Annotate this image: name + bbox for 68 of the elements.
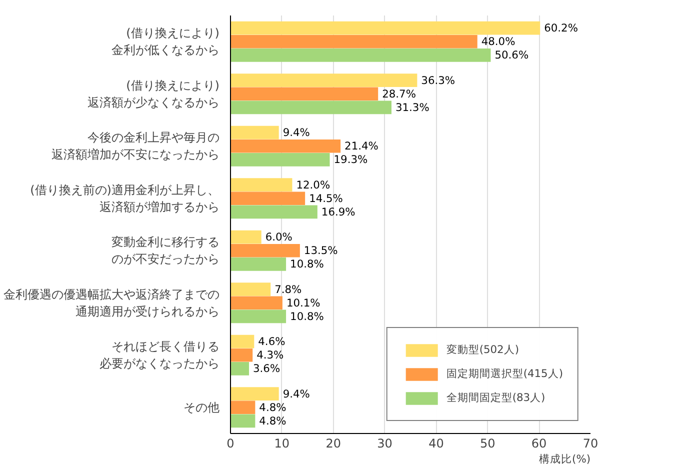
data-label: 28.7% xyxy=(382,87,416,100)
x-axis-title: 構成比(%) xyxy=(539,452,591,466)
data-label: 6.0% xyxy=(265,230,292,244)
bar xyxy=(230,348,253,362)
x-tick-label: 50 xyxy=(480,436,496,450)
data-label: 19.3% xyxy=(334,153,368,166)
bar xyxy=(230,387,279,400)
y-tick-label: 金利優遇の優遇幅拡大や返済終了までの通期適用が受けられるから xyxy=(4,287,220,318)
data-label: 14.5% xyxy=(309,192,343,205)
bar xyxy=(230,87,378,101)
legend-label: 全期間固定型(83人) xyxy=(446,391,546,405)
data-label: 4.3% xyxy=(256,348,284,362)
data-label: 48.0% xyxy=(481,35,516,48)
bar xyxy=(230,192,306,206)
data-label: 36.3% xyxy=(421,74,456,87)
bar xyxy=(230,310,286,324)
bar xyxy=(230,178,292,192)
bar xyxy=(230,244,300,258)
data-label: 50.6% xyxy=(494,48,529,62)
legend-label: 固定期間選択型(415人) xyxy=(446,367,563,381)
data-label: 3.6% xyxy=(253,362,280,376)
data-label: 21.4% xyxy=(344,140,378,153)
data-label: 31.3% xyxy=(395,100,430,114)
y-tick-label: 変動金利に移行するのが不安だったから xyxy=(112,235,220,266)
bar xyxy=(230,205,318,219)
bar xyxy=(230,334,254,348)
data-label: 10.8% xyxy=(290,310,324,323)
y-tick-label: その他 xyxy=(184,400,220,414)
bar xyxy=(230,282,271,296)
x-tick-label: 40 xyxy=(428,436,444,450)
x-tick-label: 60 xyxy=(531,436,547,450)
bar xyxy=(230,153,330,166)
data-label: 9.4% xyxy=(282,126,310,140)
bar xyxy=(230,100,392,114)
data-label: 4.6% xyxy=(258,335,286,348)
data-label: 12.0% xyxy=(296,178,330,192)
bar xyxy=(230,230,262,244)
data-label: 4.8% xyxy=(259,400,286,414)
data-label: 4.8% xyxy=(259,414,286,428)
x-tick-label: 30 xyxy=(377,436,392,450)
y-tick-label: 今後の金利上昇や毎月の返済額増加が不安になったから xyxy=(52,130,220,162)
y-tick-label: (借り換えにより)返済額が少なくなるから xyxy=(88,78,220,110)
data-label: 9.4% xyxy=(282,387,310,400)
x-tick-label: 10 xyxy=(274,436,290,450)
bar xyxy=(230,414,256,428)
bar xyxy=(230,362,250,376)
bar xyxy=(230,21,540,35)
data-label: 10.1% xyxy=(286,296,320,310)
y-tick-label: (借り換え前の)適用金利が上昇し、返済額が増加するから xyxy=(30,182,220,214)
data-label: 7.8% xyxy=(274,282,302,296)
bar xyxy=(230,139,341,153)
y-tick-label: (借り換えにより)金利が低くなるから xyxy=(112,26,220,58)
data-label: 60.2% xyxy=(544,22,578,35)
bar xyxy=(230,48,491,62)
bar xyxy=(230,296,282,310)
y-tick-label: それほど長く借りる必要がなくなったから xyxy=(100,340,220,371)
bar xyxy=(230,74,418,87)
data-label: 13.5% xyxy=(304,244,338,258)
x-tick-label: 20 xyxy=(326,436,342,450)
legend-label: 変動型(502人) xyxy=(446,343,519,357)
bar xyxy=(230,258,286,271)
x-tick-label: 70 xyxy=(582,436,598,450)
bar xyxy=(230,34,478,48)
data-label: 10.8% xyxy=(290,258,324,271)
data-label: 16.9% xyxy=(321,205,356,218)
bar xyxy=(230,126,279,140)
bar xyxy=(230,400,256,414)
x-tick-label: 0 xyxy=(226,436,234,450)
